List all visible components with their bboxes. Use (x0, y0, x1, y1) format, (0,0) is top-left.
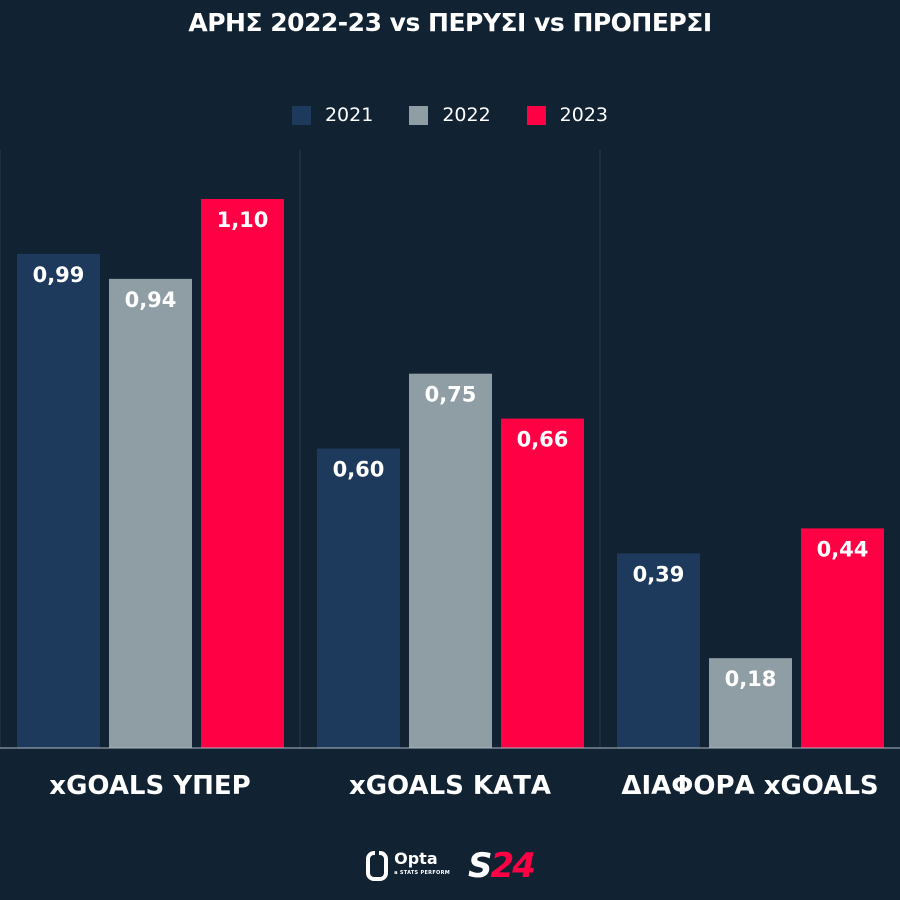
legend-swatch-2021 (291, 105, 311, 125)
legend-label-2022: 2022 (442, 104, 491, 126)
opta-text: Opta a STATS PERFORM (394, 849, 451, 880)
legend-item-2023: 2023 (526, 104, 609, 126)
footer-logos: Opta a STATS PERFORM S24 (0, 846, 900, 886)
bar-2021-2 (317, 448, 400, 748)
s24-letter: S (468, 846, 492, 886)
opta-icon (366, 851, 389, 881)
bar-2023-2 (501, 418, 584, 748)
legend-swatch-2022 (409, 105, 429, 125)
legend-swatch-2023 (526, 105, 546, 125)
data-label-2022-1: 0,94 (125, 288, 177, 312)
category-label-2: xGOALS ΚΑΤΑ (349, 771, 551, 801)
opta-subtitle: a STATS PERFORM (394, 870, 451, 876)
legend: 2021 2022 2023 (0, 104, 900, 126)
legend-label-2021: 2021 (324, 104, 374, 126)
category-label-3: ΔΙΑΦΟΡΑ xGOALS (621, 771, 878, 801)
legend-item-2021: 2021 (291, 104, 374, 126)
data-label-2021-2: 0,60 (333, 458, 385, 482)
s24-number: 24 (490, 846, 536, 886)
data-label-2021-3: 0,39 (633, 562, 685, 586)
bar-2023-3 (801, 528, 884, 748)
data-label-2023-2: 0,66 (517, 428, 569, 452)
bar-2021-3 (617, 553, 700, 748)
category-label-1: xGOALS ΥΠΕΡ (49, 771, 250, 801)
data-label-2023-1: 1,10 (217, 208, 269, 232)
opta-name: Opta (394, 849, 438, 868)
bar-2022-1 (109, 278, 192, 748)
data-label-2021-1: 0,99 (33, 263, 85, 287)
bar-2023-1 (201, 199, 284, 748)
bar-2021-1 (17, 253, 100, 748)
legend-label-2023: 2023 (559, 104, 609, 126)
s24-logo: S24 (468, 846, 536, 886)
data-label-2022-3: 0,18 (725, 667, 777, 691)
legend-item-2022: 2022 (409, 104, 491, 126)
opta-logo: Opta a STATS PERFORM (366, 851, 450, 881)
bar-2022-3 (709, 658, 792, 748)
chart-title: ΑΡΗΣ 2022-23 vs ΠΕΡΥΣΙ vs ΠΡΟΠΕΡΣΙ (188, 8, 712, 37)
bar-2022-2 (409, 373, 492, 748)
data-label-2023-3: 0,44 (817, 537, 869, 561)
data-label-2022-2: 0,75 (425, 383, 477, 407)
